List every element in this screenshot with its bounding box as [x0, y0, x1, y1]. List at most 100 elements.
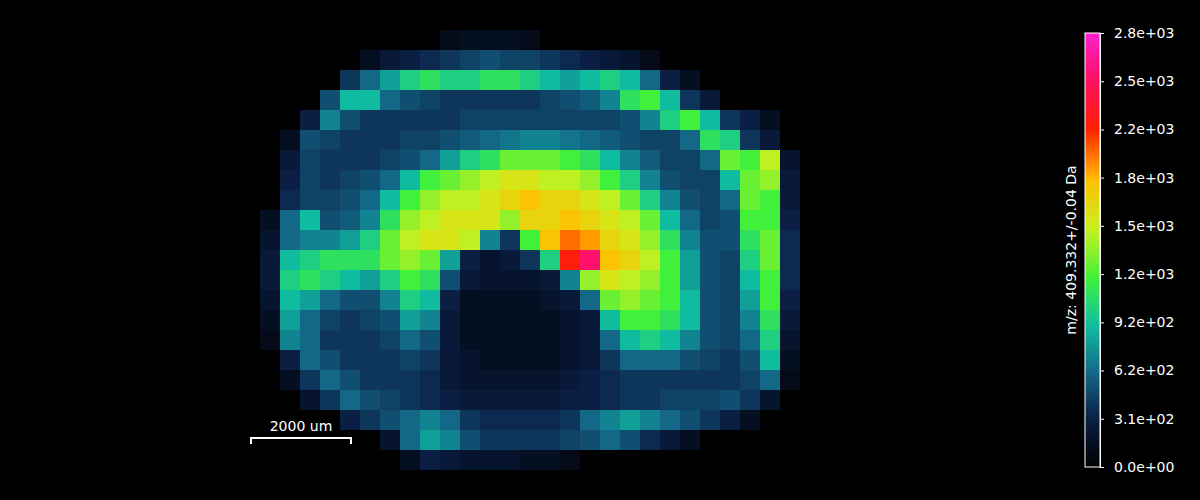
cell: [500, 170, 521, 191]
tick-label: 9.2e+02: [1114, 314, 1174, 330]
cell: [580, 130, 601, 151]
cell: [300, 170, 321, 191]
cell: [320, 130, 341, 151]
cell: [780, 150, 801, 171]
cell: [260, 290, 281, 311]
cell: [320, 150, 341, 171]
cell: [460, 430, 481, 451]
cell: [780, 370, 801, 391]
cell: [640, 50, 661, 71]
cell: [420, 250, 441, 271]
cell: [740, 350, 761, 371]
cell: [340, 310, 361, 331]
cell: [340, 130, 361, 151]
cell: [660, 190, 681, 211]
cell: [360, 90, 381, 111]
cell: [500, 130, 521, 151]
tick-mark: [1100, 419, 1104, 420]
cell: [580, 90, 601, 111]
cell: [600, 190, 621, 211]
cell: [780, 30, 801, 51]
cell: [640, 150, 661, 171]
cell: [340, 70, 361, 91]
cell: [780, 310, 801, 331]
cell: [360, 330, 381, 351]
cell: [540, 410, 561, 431]
cell: [600, 330, 621, 351]
cell: [300, 310, 321, 331]
cell: [340, 410, 361, 431]
cell: [720, 130, 741, 151]
cell: [320, 210, 341, 231]
cell: [340, 190, 361, 211]
cell: [280, 450, 301, 470]
cell: [280, 110, 301, 131]
cell: [760, 190, 781, 211]
cell: [380, 90, 401, 111]
cell: [560, 450, 581, 470]
cell: [580, 230, 601, 251]
cell: [340, 90, 361, 111]
cell: [320, 390, 341, 411]
cell: [720, 70, 741, 91]
cell: [620, 370, 641, 391]
cell: [320, 250, 341, 271]
cell: [740, 230, 761, 251]
cell: [540, 350, 561, 371]
tick-mark: [1100, 178, 1104, 179]
cell: [660, 390, 681, 411]
cell: [720, 410, 741, 431]
cell: [600, 290, 621, 311]
cell: [280, 90, 301, 111]
cell: [380, 450, 401, 470]
cell: [700, 310, 721, 331]
cell: [760, 110, 781, 131]
cell: [560, 190, 581, 211]
cell: [500, 110, 521, 131]
cell: [500, 410, 521, 431]
cell: [680, 430, 701, 451]
tick: 3.1e+02: [1100, 411, 1174, 427]
cell: [640, 170, 661, 191]
cell: [460, 450, 481, 470]
cell: [520, 30, 541, 51]
chart: 0.0e+003.1e+026.2e+029.2e+021.2e+031.5e+…: [0, 0, 1200, 500]
cell: [620, 30, 641, 51]
cell: [260, 450, 281, 470]
cell: [660, 90, 681, 111]
cell: [640, 270, 661, 291]
cell: [680, 450, 701, 470]
cell: [500, 370, 521, 391]
cell: [620, 430, 641, 451]
cell: [300, 150, 321, 171]
cell: [620, 390, 641, 411]
scale-bar-line: [251, 438, 351, 444]
cell: [260, 370, 281, 391]
cell: [740, 250, 761, 271]
cell: [640, 430, 661, 451]
cell: [440, 430, 461, 451]
tick: 2.2e+03: [1100, 121, 1174, 137]
cell: [480, 130, 501, 151]
cell: [380, 430, 401, 451]
cell: [720, 170, 741, 191]
cell: [260, 330, 281, 351]
cell: [760, 30, 781, 51]
cell: [600, 270, 621, 291]
cell: [460, 210, 481, 231]
cell: [680, 50, 701, 71]
cell: [780, 230, 801, 251]
cell: [640, 130, 661, 151]
cell: [520, 390, 541, 411]
cell: [480, 450, 501, 470]
cell: [560, 50, 581, 71]
cell: [800, 270, 820, 291]
cell: [280, 230, 301, 251]
cell: [600, 150, 621, 171]
cell: [660, 70, 681, 91]
background: [0, 0, 1200, 500]
cell: [380, 30, 401, 51]
cell: [720, 310, 741, 331]
cell: [340, 210, 361, 231]
cell: [680, 390, 701, 411]
